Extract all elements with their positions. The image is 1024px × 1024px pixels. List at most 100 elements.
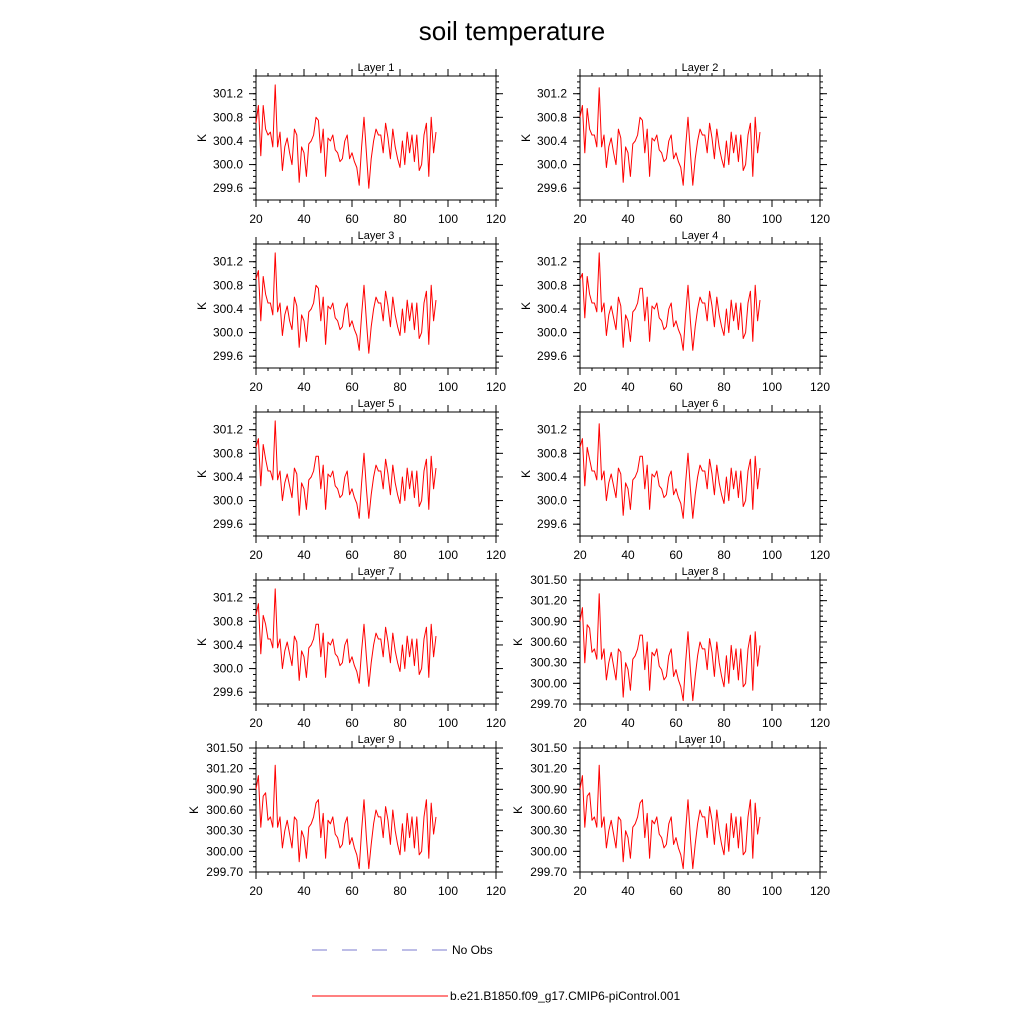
x-tick-label: 120 — [486, 716, 506, 730]
y-tick-label: 300.0 — [213, 662, 243, 676]
plot-frame — [255, 411, 497, 537]
x-tick-label: 100 — [762, 212, 782, 226]
x-tick-label: 80 — [393, 380, 407, 394]
figure-title: soil temperature — [419, 16, 605, 46]
x-tick-label: 120 — [810, 884, 830, 898]
y-tick-label: 301.50 — [530, 573, 567, 587]
y-tick-label: 300.00 — [530, 676, 567, 690]
panel-layer-10: Layer 10 K 20 40 60 80 100 120 299.70 300.00 300.3… — [511, 734, 830, 898]
y-tick-label: 299.6 — [213, 181, 243, 195]
x-tick-label: 60 — [345, 548, 359, 562]
y-tick-label: 300.0 — [537, 326, 567, 340]
y-tick-label: 299.6 — [213, 517, 243, 531]
y-axis-label: K — [195, 470, 209, 478]
y-tick-label: 300.0 — [537, 158, 567, 172]
x-tick-label: 20 — [573, 548, 587, 562]
y-tick-label: 299.6 — [213, 685, 243, 699]
y-tick-label: 301.50 — [206, 741, 243, 755]
y-tick-label: 300.8 — [213, 110, 243, 124]
series-line — [255, 84, 437, 189]
x-tick-label: 20 — [573, 380, 587, 394]
y-axis-label: K — [195, 134, 209, 142]
y-tick-label: 300.00 — [206, 844, 243, 858]
x-tick-label: 60 — [669, 884, 683, 898]
y-tick-label: 299.6 — [213, 349, 243, 363]
x-tick-label: 120 — [486, 548, 506, 562]
x-tick-label: 20 — [573, 212, 587, 226]
legend-label-model-run: b.e21.B1850.f09_g17.CMIP6-piControl.001 — [450, 989, 680, 1003]
plot-frame — [255, 75, 497, 201]
y-tick-label: 301.2 — [213, 591, 243, 605]
x-tick-label: 120 — [486, 884, 506, 898]
y-tick-label: 301.50 — [530, 741, 567, 755]
x-tick-label: 80 — [717, 716, 731, 730]
y-tick-label: 300.60 — [530, 635, 567, 649]
y-tick-label: 300.8 — [537, 446, 567, 460]
y-axis-label: K — [511, 638, 525, 646]
x-tick-label: 100 — [438, 548, 458, 562]
y-tick-label: 300.4 — [213, 638, 243, 652]
plot-frame — [255, 243, 497, 369]
y-tick-label: 300.8 — [213, 278, 243, 292]
y-tick-label: 300.8 — [537, 278, 567, 292]
x-tick-label: 60 — [345, 716, 359, 730]
x-tick-label: 20 — [249, 380, 263, 394]
y-tick-label: 301.2 — [537, 87, 567, 101]
y-tick-label: 299.70 — [530, 865, 567, 879]
x-tick-label: 40 — [297, 884, 311, 898]
x-tick-label: 40 — [297, 548, 311, 562]
y-tick-label: 300.8 — [537, 110, 567, 124]
y-tick-label: 301.20 — [530, 762, 567, 776]
x-tick-label: 100 — [438, 380, 458, 394]
panel-title: Layer 5 — [358, 398, 395, 410]
y-axis-label: K — [519, 134, 533, 142]
y-axis-label: K — [187, 806, 201, 814]
series-line — [579, 252, 761, 351]
plot-frame — [579, 411, 821, 537]
y-axis-label: K — [195, 302, 209, 310]
plot-frame — [579, 243, 821, 369]
x-tick-label: 60 — [345, 212, 359, 226]
panel-title: Layer 10 — [679, 734, 722, 746]
x-tick-label: 120 — [810, 380, 830, 394]
series-line — [255, 764, 437, 870]
y-tick-label: 299.6 — [537, 517, 567, 531]
x-tick-label: 100 — [762, 380, 782, 394]
y-tick-label: 300.90 — [206, 782, 243, 796]
panel-title: Layer 8 — [682, 566, 719, 578]
y-tick-label: 301.2 — [537, 255, 567, 269]
y-tick-label: 301.2 — [213, 423, 243, 437]
series-line — [579, 764, 761, 870]
x-tick-label: 120 — [810, 548, 830, 562]
y-tick-label: 300.60 — [206, 803, 243, 817]
x-tick-label: 40 — [621, 212, 635, 226]
x-tick-label: 80 — [393, 716, 407, 730]
y-tick-label: 301.20 — [206, 762, 243, 776]
x-tick-label: 120 — [486, 380, 506, 394]
panel-layer-5: Layer 5 K 20 40 60 80 100 120 299.6 300.0 300.4 300… — [195, 398, 506, 562]
y-tick-label: 299.6 — [537, 181, 567, 195]
y-tick-label: 299.70 — [206, 865, 243, 879]
x-tick-label: 80 — [393, 884, 407, 898]
panel-layer-6: Layer 6 K 20 40 60 80 100 120 299.6 300.0 300.4 300… — [519, 398, 830, 562]
y-tick-label: 301.2 — [537, 423, 567, 437]
y-tick-label: 300.0 — [213, 158, 243, 172]
x-tick-label: 80 — [717, 548, 731, 562]
x-tick-label: 60 — [345, 884, 359, 898]
series-line — [579, 593, 761, 702]
panel-layer-8: Layer 8 K 20 40 60 80 100 120 299.70 300.00 300.30… — [511, 566, 830, 730]
x-tick-label: 60 — [345, 380, 359, 394]
x-tick-label: 100 — [438, 212, 458, 226]
y-tick-label: 300.30 — [530, 824, 567, 838]
panel-layer-7: Layer 7 K 20 40 60 80 100 120 299.6 300.0 300.4 300… — [195, 566, 506, 730]
y-tick-label: 300.8 — [213, 446, 243, 460]
y-tick-label: 300.4 — [213, 470, 243, 484]
y-tick-label: 301.2 — [213, 87, 243, 101]
x-tick-label: 40 — [621, 548, 635, 562]
legend-label-no-obs: No Obs — [452, 943, 493, 957]
y-tick-label: 299.6 — [537, 349, 567, 363]
x-tick-label: 80 — [393, 548, 407, 562]
x-tick-label: 20 — [249, 212, 263, 226]
x-tick-label: 100 — [762, 716, 782, 730]
